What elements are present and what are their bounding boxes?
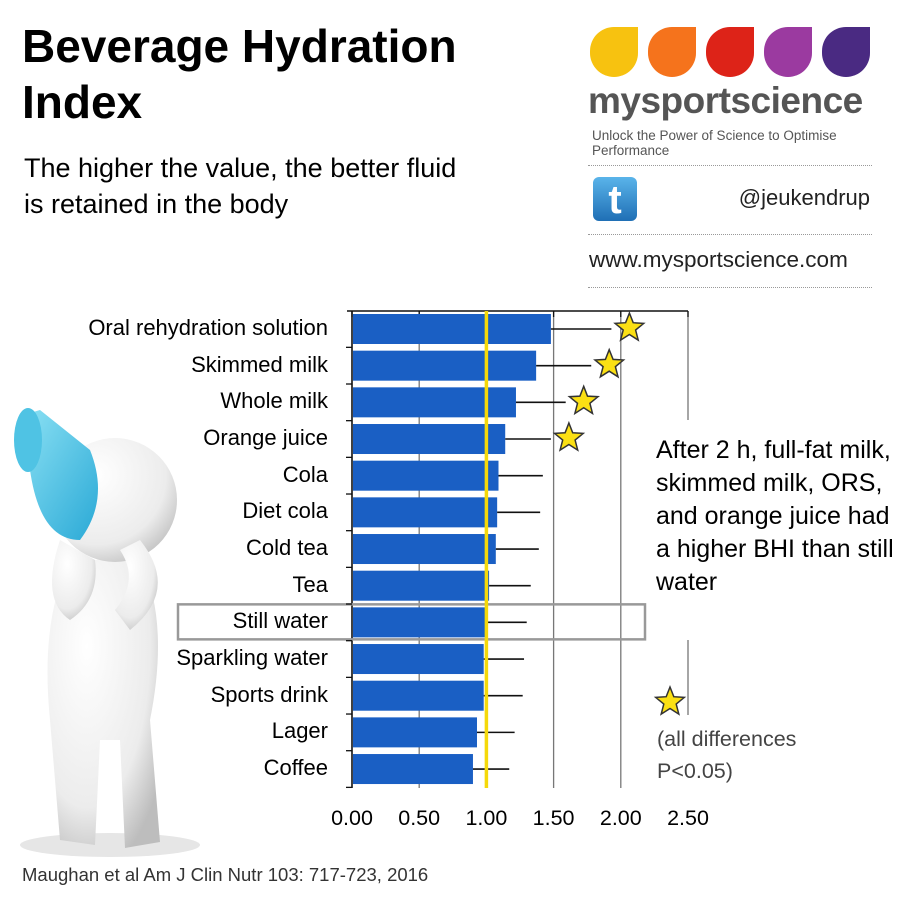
- chart-subtitle: The higher the value, the better fluid i…: [24, 153, 457, 219]
- bar-coffee: [353, 754, 473, 785]
- bar-tea: [353, 570, 490, 601]
- category-label: Whole milk: [220, 388, 328, 414]
- annotation-text: After 2 h, full-fat milk, skimmed milk, …: [656, 436, 894, 596]
- category-label: Sports drink: [210, 681, 328, 707]
- significance-star-icon: [552, 420, 586, 452]
- legend-star-icon: [653, 684, 687, 716]
- significance-star-icon: [567, 384, 600, 416]
- bar-lager: [353, 717, 477, 748]
- twitter-handle[interactable]: @jeukendrup: [738, 185, 870, 210]
- category-label: Diet cola: [242, 498, 328, 524]
- category-label: Cola: [282, 461, 328, 487]
- category-label: Skimmed milk: [191, 351, 328, 377]
- x-tick-label: 0.00: [331, 806, 373, 830]
- logo-drop-violet: [822, 27, 870, 77]
- brand-tagline: Unlock the Power of Science to Optimise …: [592, 128, 837, 158]
- category-label: Cold tea: [246, 535, 328, 561]
- category-label: Coffee: [263, 755, 328, 781]
- chart-title: Beverage Hydration Index: [22, 20, 457, 128]
- website-link[interactable]: www.mysportscience.com: [589, 247, 848, 272]
- x-tick-label: 2.00: [599, 806, 642, 830]
- bar-cold-tea: [353, 534, 496, 565]
- divider: [588, 287, 872, 288]
- x-tick-label: 2.50: [667, 806, 709, 830]
- category-label: Lager: [271, 718, 328, 744]
- bar-orange-juice: [353, 424, 506, 455]
- bar-skimmed-milk: [353, 350, 537, 381]
- bar-diet-cola: [353, 497, 498, 528]
- logo-drop-orange: [648, 27, 696, 77]
- x-tick-label: 0.50: [398, 806, 441, 830]
- bar-sparkling-water: [353, 644, 484, 675]
- significance-star-icon: [613, 310, 646, 342]
- x-tick-label: 1.00: [465, 806, 508, 830]
- category-label: Still water: [232, 608, 328, 634]
- category-label: Orange juice: [203, 425, 328, 450]
- category-label: Tea: [292, 571, 328, 597]
- legend-text: (all differences P<0.05): [657, 727, 797, 783]
- bar-cola: [353, 460, 499, 491]
- bar-whole-milk: [353, 387, 516, 418]
- logo-drop-red: [706, 27, 754, 77]
- citation: Maughan et al Am J Clin Nutr 103: 717-72…: [22, 864, 429, 885]
- bar-sports-drink: [353, 680, 484, 711]
- logo-drop-yellow: [590, 27, 638, 77]
- divider: [588, 165, 872, 166]
- bar-oral-rehydration-solution: [353, 314, 551, 344]
- reference-highlight-box: [176, 603, 647, 641]
- twitter-icon[interactable]: t: [593, 177, 637, 222]
- divider: [588, 234, 872, 235]
- category-label: Sparkling water: [176, 645, 328, 671]
- bar-still-water: [353, 607, 487, 638]
- category-label: Oral rehydration solution: [88, 315, 328, 340]
- logo-drop-purple: [764, 27, 812, 77]
- brand-name: mysportscience: [588, 80, 863, 121]
- significance-star-icon: [593, 347, 626, 379]
- x-tick-label: 1.50: [532, 806, 575, 830]
